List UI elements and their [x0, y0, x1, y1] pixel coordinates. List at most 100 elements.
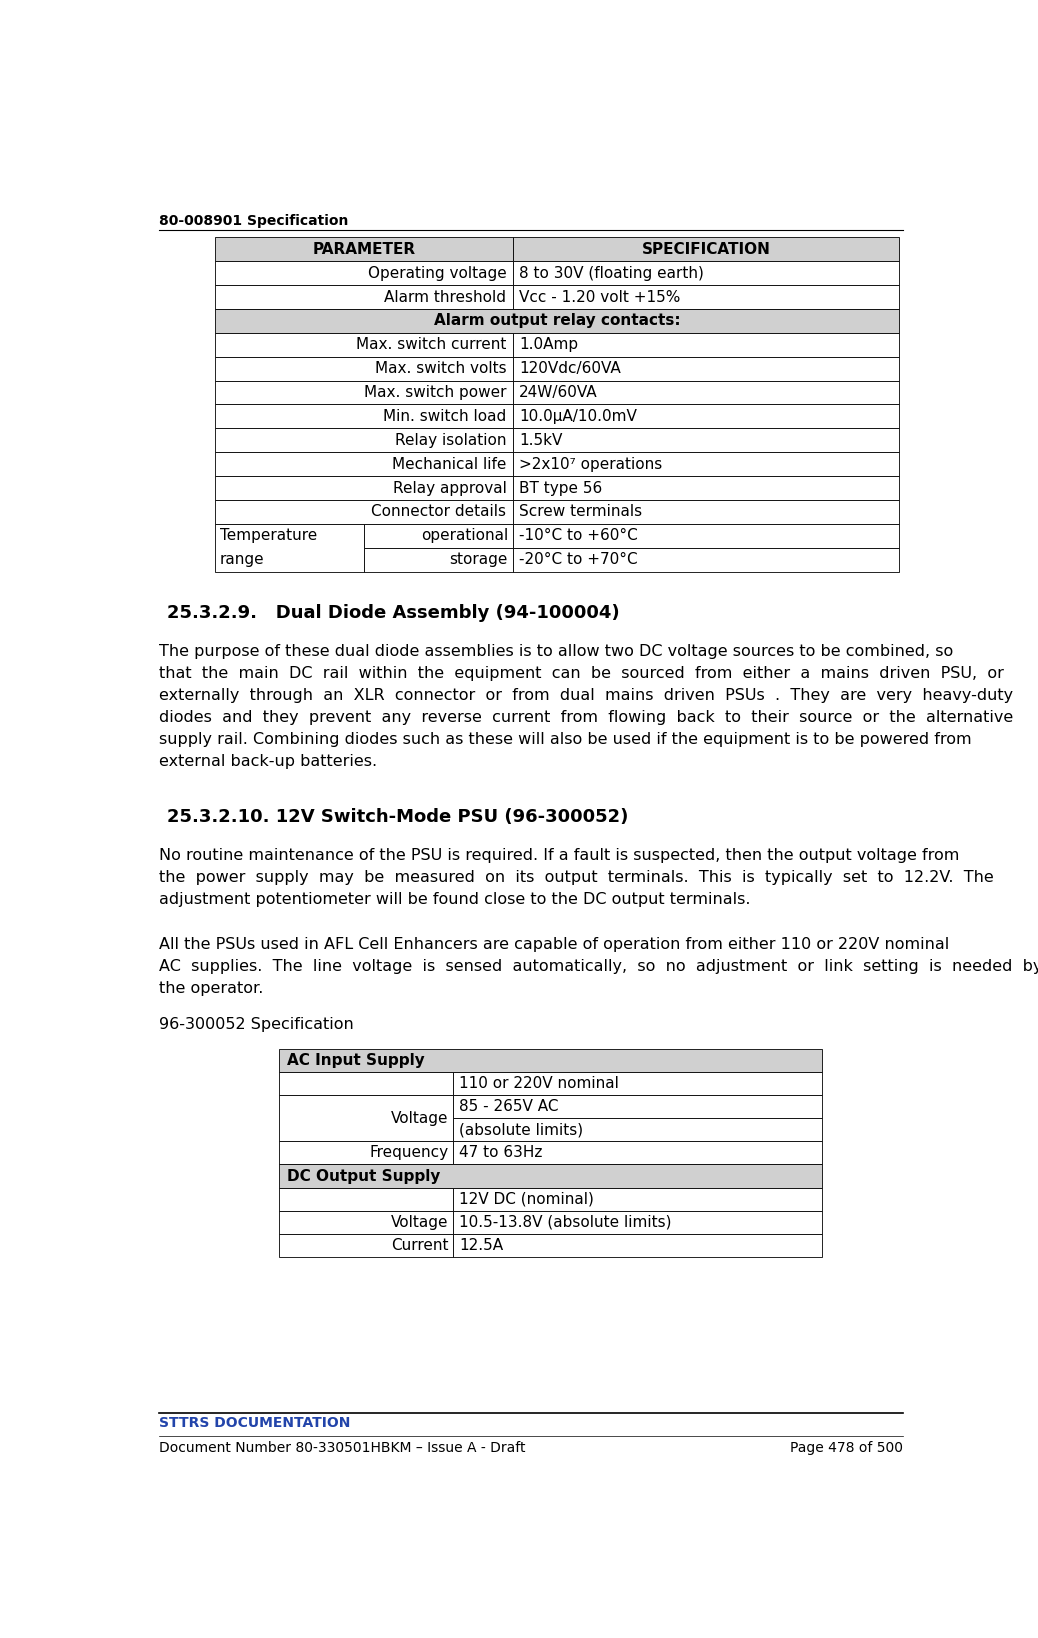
Bar — [215, 524, 364, 572]
Bar — [513, 357, 899, 380]
Text: 120Vdc/60VA: 120Vdc/60VA — [519, 360, 621, 377]
Text: (absolute limits): (absolute limits) — [459, 1122, 583, 1137]
Bar — [215, 428, 513, 452]
Text: SPECIFICATION: SPECIFICATION — [641, 242, 770, 257]
Bar — [513, 428, 899, 452]
Text: No routine maintenance of the PSU is required. If a fault is suspected, then the: No routine maintenance of the PSU is req… — [159, 848, 959, 863]
Bar — [215, 380, 513, 405]
Bar — [279, 1188, 453, 1210]
Bar — [279, 1071, 453, 1096]
Text: BT type 56: BT type 56 — [519, 480, 602, 496]
Text: 25.3.2.9.   Dual Diode Assembly (94-100004): 25.3.2.9. Dual Diode Assembly (94-100004… — [167, 604, 620, 622]
Bar — [513, 260, 899, 285]
Text: 110 or 220V nominal: 110 or 220V nominal — [459, 1076, 619, 1091]
Text: 47 to 63Hz: 47 to 63Hz — [459, 1145, 543, 1160]
Bar — [279, 1210, 453, 1233]
Bar — [364, 547, 513, 572]
Bar — [513, 547, 899, 572]
Text: the operator.: the operator. — [159, 981, 264, 996]
Text: DC Output Supply: DC Output Supply — [288, 1168, 440, 1184]
Text: STTRS DOCUMENTATION: STTRS DOCUMENTATION — [159, 1417, 351, 1430]
Text: AC  supplies.  The  line  voltage  is  sensed  automatically,  so  no  adjustmen: AC supplies. The line voltage is sensed … — [159, 958, 1038, 975]
Bar — [279, 1233, 453, 1256]
Bar — [215, 238, 513, 260]
Text: Min. switch load: Min. switch load — [383, 410, 507, 424]
Text: range: range — [220, 552, 265, 567]
Text: Frequency: Frequency — [370, 1145, 448, 1160]
Text: Alarm output relay contacts:: Alarm output relay contacts: — [434, 313, 681, 328]
Bar — [453, 1071, 822, 1096]
Text: storage: storage — [449, 552, 508, 567]
Text: supply rail. Combining diodes such as these will also be used if the equipment i: supply rail. Combining diodes such as th… — [159, 732, 972, 747]
Text: 85 - 265V AC: 85 - 265V AC — [459, 1099, 558, 1114]
Text: diodes  and  they  prevent  any  reverse  current  from  flowing  back  to  thei: diodes and they prevent any reverse curr… — [159, 709, 1013, 724]
Bar — [279, 1142, 453, 1165]
Text: Relay isolation: Relay isolation — [395, 432, 507, 447]
Text: Vcc - 1.20 volt +15%: Vcc - 1.20 volt +15% — [519, 290, 680, 305]
Text: The purpose of these dual diode assemblies is to allow two DC voltage sources to: The purpose of these dual diode assembli… — [159, 644, 954, 658]
Text: 80-008901 Specification: 80-008901 Specification — [159, 215, 349, 228]
Bar — [279, 1096, 453, 1142]
Text: externally  through  an  XLR  connector  or  from  dual  mains  driven  PSUs  . : externally through an XLR connector or f… — [159, 688, 1013, 703]
Bar — [453, 1233, 822, 1256]
Text: external back-up batteries.: external back-up batteries. — [159, 753, 378, 768]
Text: 96-300052 Specification: 96-300052 Specification — [159, 1017, 354, 1032]
Bar — [513, 500, 899, 524]
Text: 10.5-13.8V (absolute limits): 10.5-13.8V (absolute limits) — [459, 1215, 672, 1230]
Bar — [513, 452, 899, 477]
Text: Document Number 80-330501HBKM – Issue A - Draft: Document Number 80-330501HBKM – Issue A … — [159, 1441, 525, 1455]
Bar — [513, 405, 899, 428]
Text: All the PSUs used in AFL Cell Enhancers are capable of operation from either 110: All the PSUs used in AFL Cell Enhancers … — [159, 937, 950, 952]
Text: >2x10⁷ operations: >2x10⁷ operations — [519, 457, 662, 472]
Bar — [513, 380, 899, 405]
Bar — [513, 333, 899, 357]
Text: 25.3.2.10. 12V Switch-Mode PSU (96-300052): 25.3.2.10. 12V Switch-Mode PSU (96-30005… — [167, 808, 628, 826]
Text: 1.0Amp: 1.0Amp — [519, 337, 578, 352]
Bar — [513, 477, 899, 500]
Bar — [453, 1119, 822, 1142]
Bar — [453, 1096, 822, 1119]
Text: Relay approval: Relay approval — [392, 480, 507, 496]
Text: Operating voltage: Operating voltage — [367, 265, 507, 280]
Text: PARAMETER: PARAMETER — [312, 242, 415, 257]
Text: Screw terminals: Screw terminals — [519, 505, 643, 519]
Bar — [215, 357, 513, 380]
Text: Alarm threshold: Alarm threshold — [384, 290, 507, 305]
Text: 8 to 30V (floating earth): 8 to 30V (floating earth) — [519, 265, 704, 280]
Text: Connector details: Connector details — [372, 505, 507, 519]
Text: 12V DC (nominal): 12V DC (nominal) — [459, 1191, 594, 1207]
Bar — [215, 405, 513, 428]
Text: 24W/60VA: 24W/60VA — [519, 385, 598, 400]
Text: 12.5A: 12.5A — [459, 1238, 503, 1253]
Text: Max. switch power: Max. switch power — [364, 385, 507, 400]
Bar — [215, 310, 899, 333]
Bar — [453, 1142, 822, 1165]
Bar — [279, 1048, 822, 1071]
Text: that  the  main  DC  rail  within  the  equipment  can  be  sourced  from  eithe: that the main DC rail within the equipme… — [159, 667, 1004, 681]
Text: operational: operational — [420, 527, 508, 544]
Bar — [513, 238, 899, 260]
Text: AC Input Supply: AC Input Supply — [288, 1053, 425, 1068]
Bar — [453, 1188, 822, 1210]
Text: the  power  supply  may  be  measured  on  its  output  terminals.  This  is  ty: the power supply may be measured on its … — [159, 870, 994, 885]
Bar — [279, 1165, 822, 1188]
Text: 1.5kV: 1.5kV — [519, 432, 563, 447]
Bar — [453, 1210, 822, 1233]
Bar — [215, 477, 513, 500]
Text: -20°C to +70°C: -20°C to +70°C — [519, 552, 637, 567]
Text: Temperature: Temperature — [220, 527, 317, 544]
Bar — [513, 524, 899, 547]
Bar — [215, 333, 513, 357]
Text: Voltage: Voltage — [390, 1215, 448, 1230]
Bar — [215, 500, 513, 524]
Text: Max. switch volts: Max. switch volts — [375, 360, 507, 377]
Bar — [364, 524, 513, 547]
Text: adjustment potentiometer will be found close to the DC output terminals.: adjustment potentiometer will be found c… — [159, 891, 750, 907]
Text: Page 478 of 500: Page 478 of 500 — [790, 1441, 903, 1455]
Text: Voltage: Voltage — [390, 1111, 448, 1125]
Text: -10°C to +60°C: -10°C to +60°C — [519, 527, 637, 544]
Text: Current: Current — [390, 1238, 448, 1253]
Bar — [215, 260, 513, 285]
Bar — [513, 285, 899, 310]
Text: Mechanical life: Mechanical life — [392, 457, 507, 472]
